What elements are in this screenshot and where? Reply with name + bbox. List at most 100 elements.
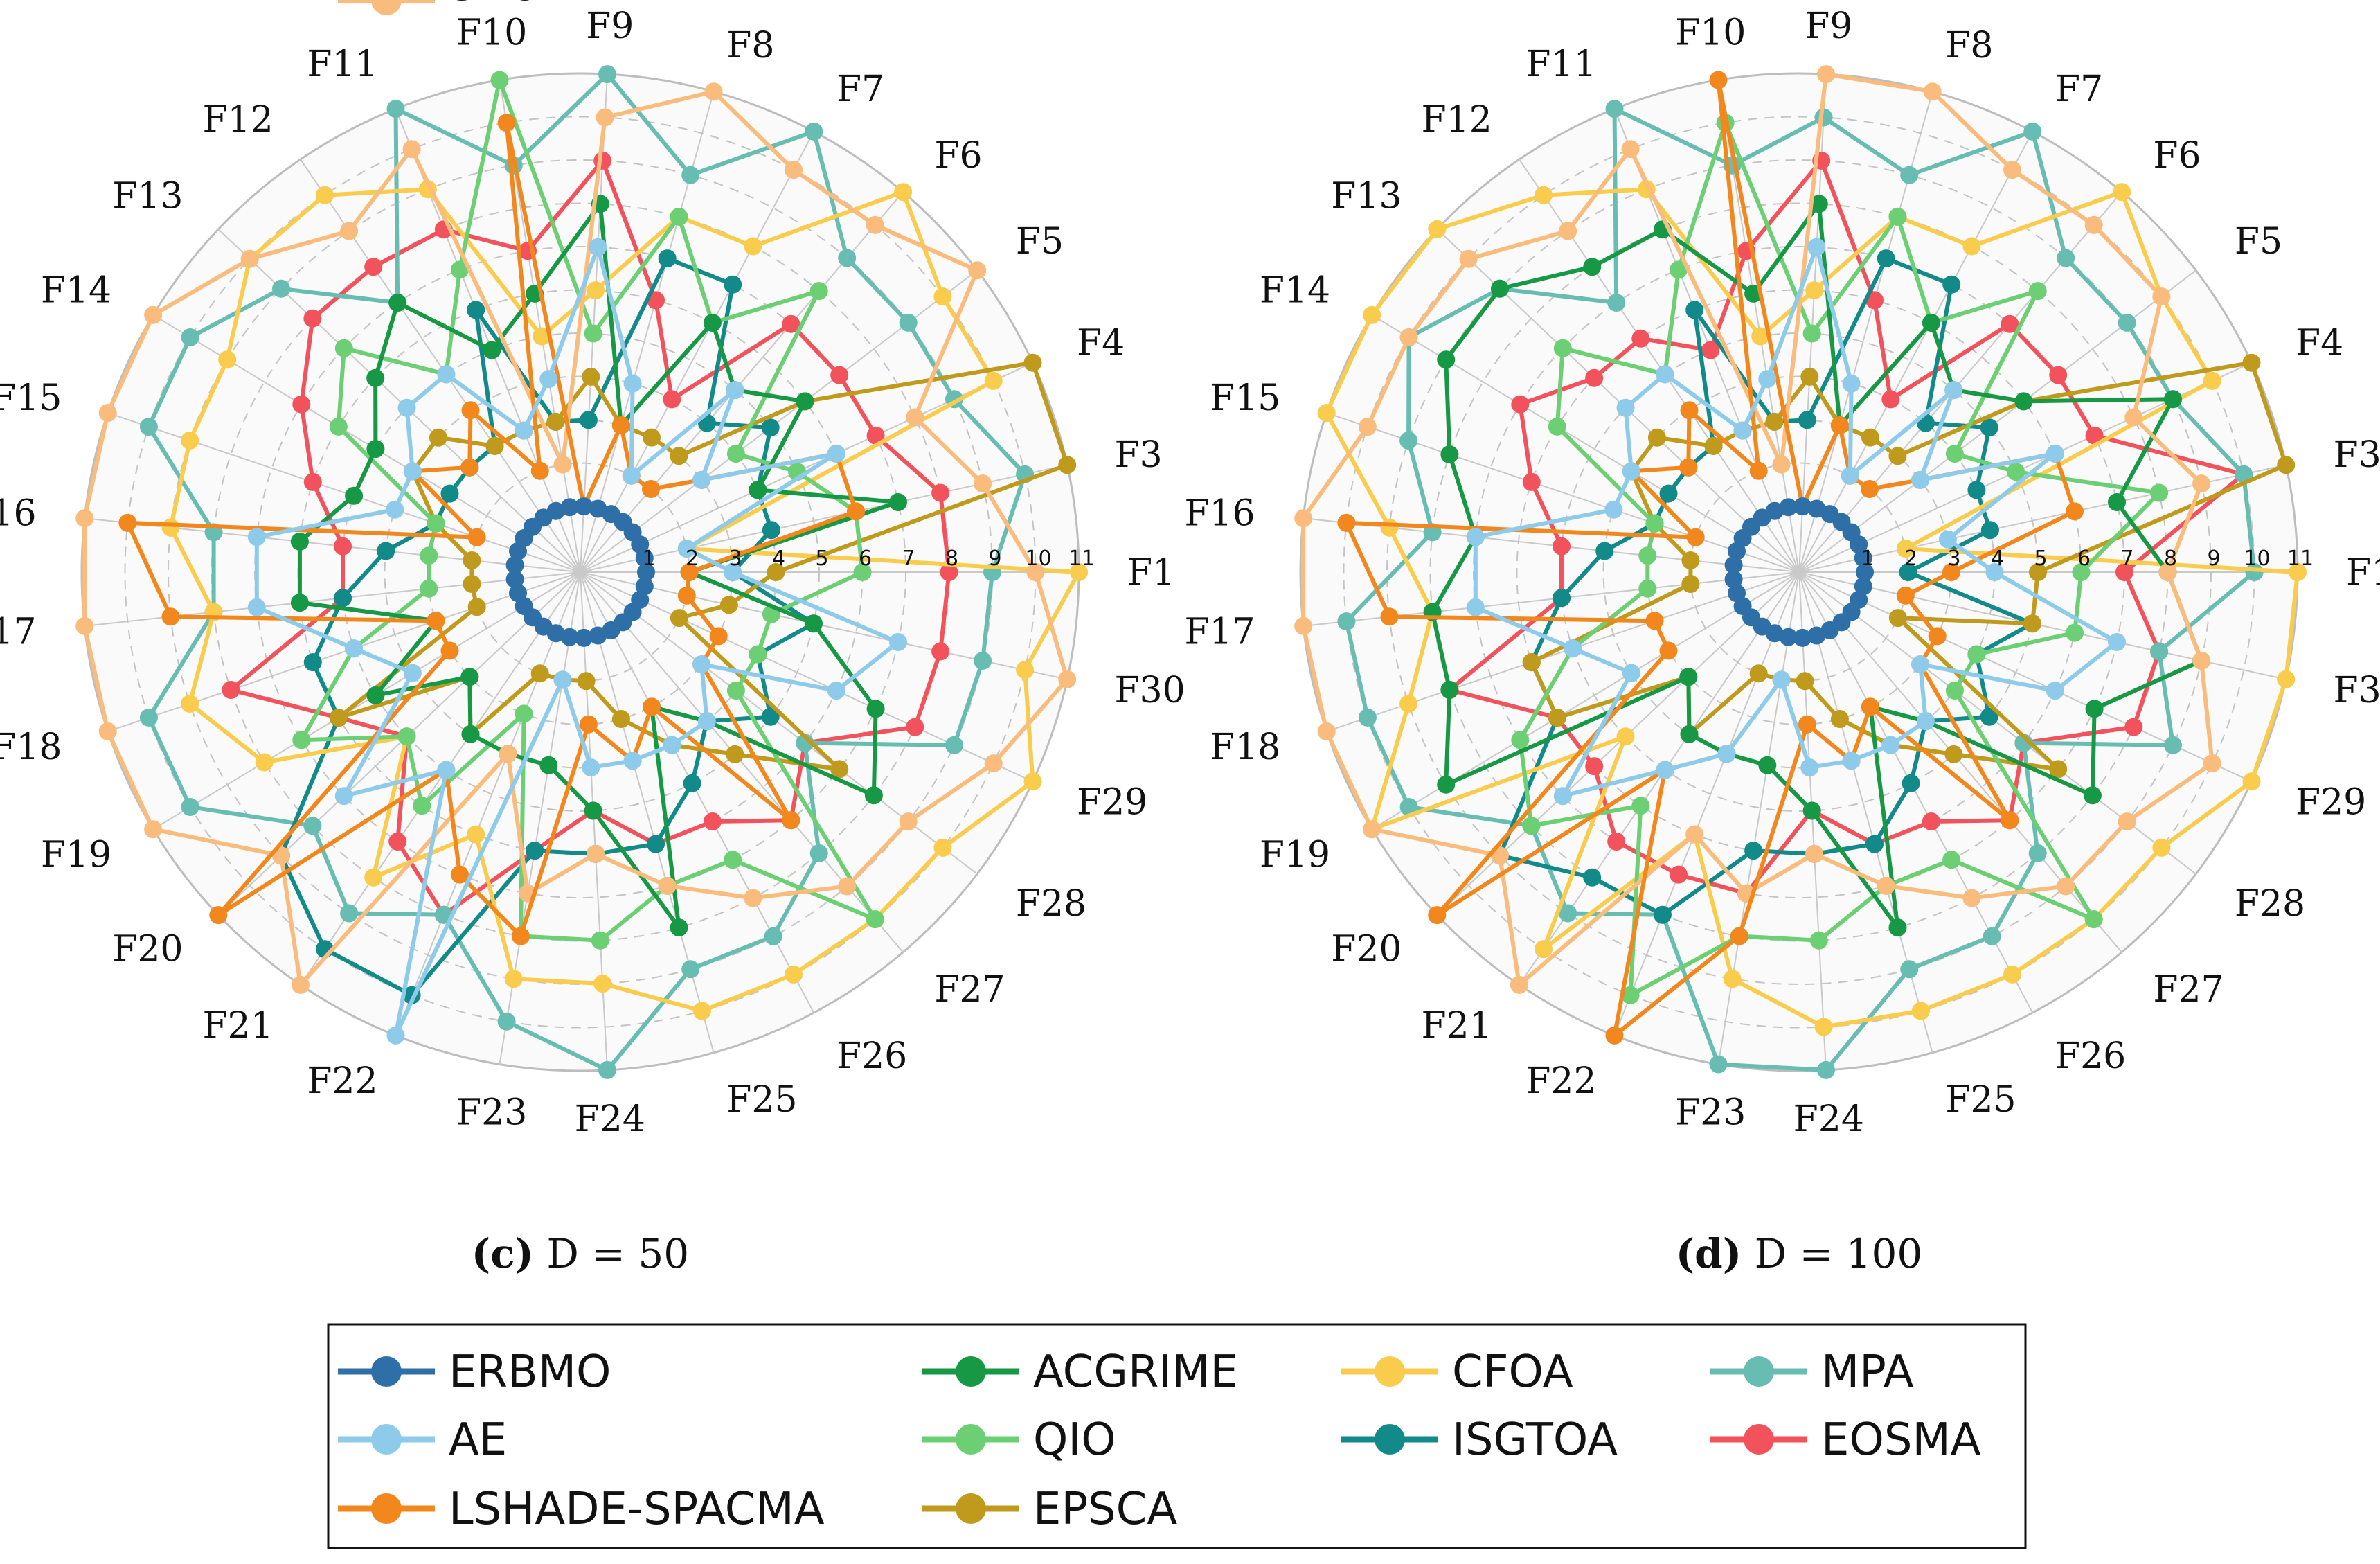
point-acgrime-f29 [2085,700,2104,718]
category-label-f15: F15 [0,377,62,419]
point-mpa-f30 [2150,642,2169,661]
point-epsca-f17 [1681,575,1700,593]
point-qio-f26 [1942,851,1961,869]
point-ae-f15 [386,500,404,519]
point-qio-f14 [1548,417,1566,436]
point-sao-f1 [1026,563,1045,581]
point-ae-f18 [345,639,364,658]
point-ae-f24 [582,758,600,777]
point-sao-f1 [2158,563,2177,581]
point-sao-f14 [144,305,163,324]
category-label-f1: F1 [1127,552,1175,594]
point-acgrime-f23 [1758,756,1777,774]
point-acgrime-f14 [366,440,385,459]
legend-label-epsca: EPSCA [1033,1484,1177,1535]
point-lshade-spacma-f10 [497,114,516,132]
point-eosma-f16 [1553,537,1571,556]
point-ae-f22 [386,1026,405,1045]
point-qio-f17 [420,579,438,598]
point-eosma-f20 [1585,757,1604,776]
category-label-f1: F1 [2346,552,2380,594]
point-cfoa-f12 [316,186,334,204]
point-epsca-f24 [1796,672,1814,691]
point-mpa-f5 [899,313,918,332]
point-erbmo-f23 [1779,628,1798,646]
point-sao-f26 [1962,889,1981,907]
point-qio-f3 [2150,483,2169,502]
point-epsca-f30 [2023,614,2041,633]
point-epsca-f27 [726,745,744,763]
point-epsca-f4 [2242,353,2261,372]
point-isgtoa-f25 [1865,835,1884,853]
point-epsca-f7 [1861,428,1879,447]
category-label-f26: F26 [836,1036,907,1077]
point-eosma-f15 [1522,472,1541,491]
category-label-f28: F28 [2235,883,2305,925]
point-sao-f14 [1399,328,1418,346]
point-sao-f15 [1358,418,1377,436]
point-cfoa-f7 [744,237,762,256]
point-sao-f9 [596,108,614,127]
category-label-f30: F30 [2334,670,2380,711]
point-lshade-spacma-f22 [451,865,469,884]
point-cfoa-f9 [1805,281,1824,300]
point-isgtoa-f7 [1942,275,1961,294]
point-lshade-spacma-f22 [1605,1026,1624,1045]
category-label-f26: F26 [2055,1036,2126,1077]
point-erbmo-f17 [1724,570,1743,589]
category-label-f19: F19 [1260,834,1330,876]
point-sao-f12 [340,222,359,240]
category-label-f4: F4 [1077,322,1125,364]
point-eosma-f9 [593,151,612,170]
point-isgtoa-f4 [1967,481,1986,499]
point-eosma-f13 [1585,368,1604,387]
point-sao-f10 [553,455,572,474]
point-cfoa-f18 [181,695,199,713]
point-sao-f13 [1459,249,1478,268]
point-mpa-f13 [272,279,290,298]
point-cfoa-f16 [161,518,180,537]
point-ae-f10 [539,370,558,389]
point-ae-f1 [1985,563,2004,581]
point-lshade-spacma-f26 [643,697,661,716]
point-sao-f27 [2057,877,2075,896]
point-cfoa-f19 [255,753,274,772]
point-ae-f13 [397,398,416,417]
point-acgrime-f19 [1437,775,1456,794]
legend-label-erbmo: ERBMO [449,1347,611,1398]
point-epsca-f7 [643,428,661,447]
point-erbmo-f29 [1850,590,1868,609]
point-acgrime-f4 [749,481,767,499]
point-ae-f7 [1841,466,1859,485]
category-label-f27: F27 [934,969,1005,1011]
point-sao-f3 [2192,474,2211,493]
legend-swatch-marker [371,1493,402,1524]
ring-label: 5 [815,546,828,571]
point-sao-f15 [98,404,117,423]
point-qio-f9 [1802,324,1821,343]
point-sao-f19 [144,820,163,839]
point-cfoa-f4 [2203,371,2221,390]
point-ae-f11 [515,421,533,440]
point-cfoa-f23 [504,970,523,988]
point-acgrime-f3 [889,493,907,511]
point-qio-f28 [726,682,745,700]
point-sao-f17 [1294,616,1313,635]
point-mpa-f18 [1358,708,1377,727]
point-qio-f4 [2007,463,2025,481]
point-eosma-f22 [1670,865,1688,884]
point-mpa-f24 [1817,1060,1835,1079]
category-label-f27: F27 [2153,969,2224,1011]
point-sao-f8 [704,82,723,101]
point-qio-f16 [420,546,438,565]
point-sao-f5 [2152,287,2171,306]
point-ae-f26 [1881,736,1900,754]
point-sao-f13 [240,249,259,268]
point-qio-f20 [1522,817,1541,835]
point-qio-f15 [427,514,445,533]
legend-swatch-marker [371,1356,402,1387]
point-ae-f25 [623,752,642,770]
category-label-f8: F8 [1945,25,1993,66]
point-isgtoa-f26 [1902,774,1920,792]
point-ae-f21 [1656,761,1674,779]
